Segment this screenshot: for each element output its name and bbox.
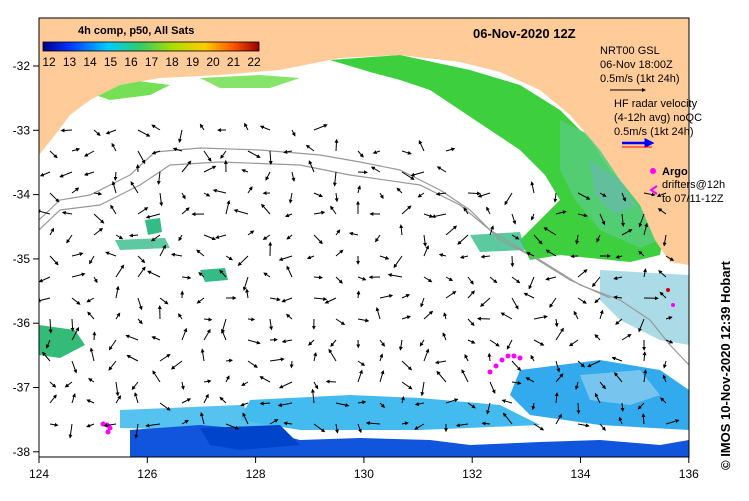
current-vector (358, 291, 359, 298)
y-tick-label: -36 (13, 316, 31, 330)
current-vector (248, 319, 254, 320)
y-tick-label: -37 (13, 381, 31, 395)
current-vector (94, 332, 95, 340)
colorbar-tick-label: 22 (247, 55, 261, 69)
y-axis: -32 -33 -34 -35 -36 -37 -38 (13, 59, 39, 459)
y-tick-label: -38 (13, 445, 31, 459)
colorbar-tick-label: 14 (83, 55, 97, 69)
x-tick-label: 130 (354, 467, 374, 481)
x-tick-label: 134 (570, 467, 590, 481)
y-tick-label: -32 (13, 59, 31, 73)
x-tick-label: 136 (679, 467, 699, 481)
imos-credit: © IMOS 10-Nov-2020 12:39 Hobart (718, 261, 733, 470)
colorbar-tick-label: 20 (206, 55, 220, 69)
colorbar-tick-label: 15 (104, 55, 118, 69)
legend-hf-line3: 0.5m/s (1kt 24h) (614, 126, 693, 138)
colorbar-tick-label: 17 (145, 55, 159, 69)
colorbar-tick-label: 13 (63, 55, 77, 69)
legend-drifters-line1: drifters@12h (662, 179, 725, 191)
current-vector (261, 403, 270, 404)
colorbar-tick-label: 12 (42, 55, 56, 69)
current-vector (115, 172, 116, 180)
current-vector (72, 319, 73, 331)
current-vector (327, 381, 336, 382)
y-tick-label: -33 (13, 123, 31, 137)
argo-symbol (650, 168, 656, 174)
marker-red (666, 288, 670, 292)
legend-nrt-line2: 06-Nov 18:00Z (600, 59, 673, 71)
current-vector (291, 361, 292, 367)
legend-argo: Argo drifters@12h to 07/11-12Z (650, 166, 725, 205)
map-title: 06-Nov-2020 12Z (473, 26, 576, 41)
x-axis: 124 126 128 130 132 134 136 (29, 457, 699, 481)
x-tick-label: 132 (462, 467, 482, 481)
current-vector (314, 277, 322, 278)
current-vector (336, 140, 337, 151)
legend-hf-line2: (4-12h avg) noQC (614, 112, 702, 124)
x-tick-label: 124 (29, 467, 49, 481)
current-vector (62, 130, 73, 131)
legend-argo-label: Argo (662, 166, 688, 178)
current-vector (578, 403, 579, 413)
colorbar-gradient (43, 42, 259, 51)
colorbar-tick-label: 18 (165, 55, 179, 69)
legend-hf-line1: HF radar velocity (614, 98, 698, 110)
y-tick-label: -34 (13, 188, 31, 202)
current-vector (468, 193, 480, 194)
colorbar-tick-label: 21 (227, 55, 241, 69)
colorbar-label: 4h comp, p50, All Sats (78, 25, 194, 37)
colorbar-tick-label: 19 (186, 55, 200, 69)
x-tick-label: 126 (137, 467, 157, 481)
x-tick-label: 128 (246, 467, 266, 481)
legend-drifters-line2: to 07/11-12Z (662, 193, 724, 205)
current-vector (512, 256, 513, 266)
y-tick-label: -35 (13, 252, 31, 266)
legend-nrt-line3: 0.5m/s (1kt 24h) (600, 73, 679, 85)
colorbar-tick-label: 16 (124, 55, 138, 69)
legend-nrt-line1: NRT00 GSL (600, 45, 660, 57)
